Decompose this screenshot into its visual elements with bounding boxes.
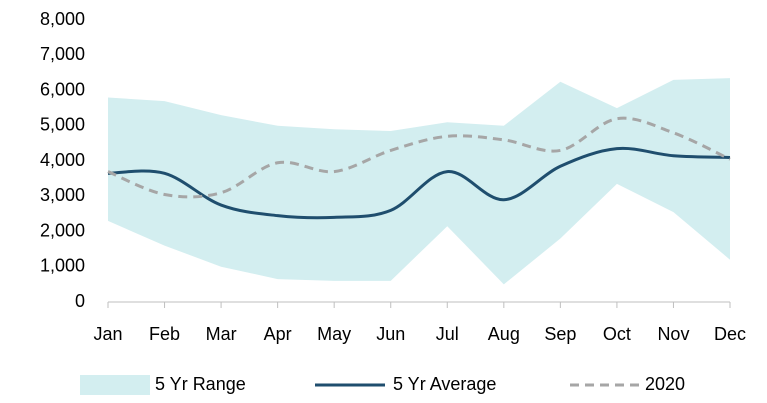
x-tick-label: May <box>317 324 351 344</box>
x-tick-label: Aug <box>488 324 520 344</box>
y-tick-label: 2,000 <box>40 220 85 240</box>
legend-label: 5 Yr Range <box>155 374 246 394</box>
x-tick-label: Oct <box>603 324 631 344</box>
y-tick-label: 7,000 <box>40 44 85 64</box>
y-tick-label: 1,000 <box>40 256 85 276</box>
x-tick-label: Jul <box>436 324 459 344</box>
range-area <box>108 78 730 285</box>
legend-swatch <box>80 375 150 395</box>
legend-label: 2020 <box>645 374 685 394</box>
x-tick-label: Jun <box>376 324 405 344</box>
x-tick-label: Jan <box>93 324 122 344</box>
series-line <box>107 146 731 220</box>
legend-label: 5 Yr Average <box>393 374 496 394</box>
y-tick-label: 8,000 <box>40 9 85 29</box>
x-tick-label: Sep <box>544 324 576 344</box>
x-tick-label: Dec <box>714 324 746 344</box>
y-tick-label: 5,000 <box>40 115 85 135</box>
y-tick-label: 0 <box>75 291 85 311</box>
y-tick-label: 6,000 <box>40 79 85 99</box>
y-tick-label: 3,000 <box>40 185 85 205</box>
y-tick-label: 4,000 <box>40 150 85 170</box>
x-tick-label: Apr <box>264 324 292 344</box>
x-tick-label: Feb <box>149 324 180 344</box>
series-line <box>107 116 731 199</box>
x-tick-label: Mar <box>206 324 237 344</box>
x-tick-label: Nov <box>657 324 689 344</box>
